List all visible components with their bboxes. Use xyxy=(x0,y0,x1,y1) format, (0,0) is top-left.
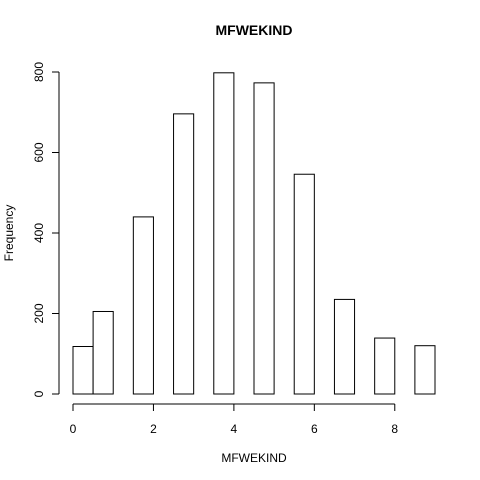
x-tick-label: 6 xyxy=(311,422,318,436)
y-axis: 0 200 400 600 800 xyxy=(32,62,60,397)
histogram-bar xyxy=(132,216,154,395)
x-axis-label: MFWEKIND xyxy=(221,451,287,465)
y-axis-label: Frequency xyxy=(2,205,16,262)
histogram-bar xyxy=(253,82,275,395)
y-tick-label: 600 xyxy=(32,142,46,162)
x-tick-label: 4 xyxy=(231,422,238,436)
histogram-bar xyxy=(213,72,235,395)
histogram-bar xyxy=(92,310,114,395)
chart-title: MFWEKIND xyxy=(216,22,293,38)
y-tick-label: 800 xyxy=(32,62,46,82)
histogram-bar xyxy=(173,113,195,395)
x-tick-label: 8 xyxy=(391,422,398,436)
y-tick-label: 200 xyxy=(32,303,46,323)
y-tick-label: 0 xyxy=(32,390,46,397)
histogram-bar xyxy=(293,173,315,395)
histogram-bar xyxy=(374,337,396,395)
x-tick-label: 2 xyxy=(150,422,157,436)
histogram-bar xyxy=(72,346,94,395)
histogram-bar xyxy=(333,298,356,395)
x-axis: 0 2 4 6 8 xyxy=(70,403,398,436)
y-tick-label: 400 xyxy=(32,223,46,243)
bars-group xyxy=(72,72,436,395)
x-tick-label: 0 xyxy=(70,422,77,436)
histogram-bar xyxy=(414,345,436,395)
